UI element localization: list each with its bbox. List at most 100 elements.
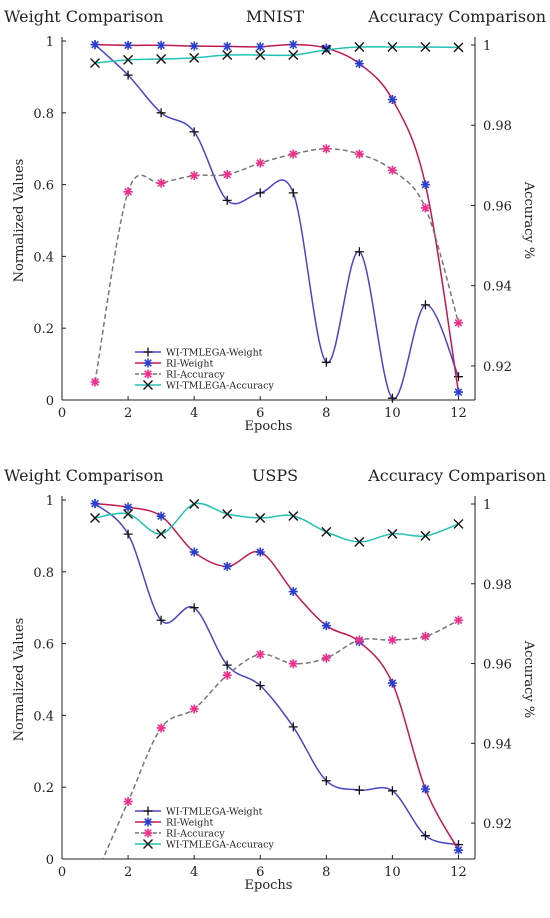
- data-point: [387, 786, 397, 796]
- data-point: [321, 526, 332, 537]
- data-point: [420, 631, 430, 641]
- data-point: [354, 42, 365, 53]
- data-point: [255, 512, 266, 523]
- data-point: [354, 536, 365, 547]
- data-point: [123, 187, 133, 197]
- data-point: [222, 561, 232, 571]
- data-point: [123, 797, 133, 807]
- data-point: [156, 108, 166, 118]
- data-point: [453, 615, 463, 625]
- series-line: [102, 619, 459, 859]
- y-tick-label: 0.8: [33, 107, 54, 122]
- data-point: [156, 54, 167, 65]
- chart-title: USPS: [252, 466, 298, 485]
- data-point: [420, 203, 430, 213]
- x-tick-label: 0: [58, 865, 66, 880]
- series-ri-weight: [90, 499, 463, 855]
- y-tick-label: 0.4: [33, 250, 54, 265]
- y2-axis-label: Accuracy %: [521, 181, 536, 259]
- legend-label: WI-TMLEGA-Accuracy: [166, 840, 275, 851]
- data-point: [420, 831, 430, 841]
- data-point: [222, 50, 233, 61]
- data-point: [453, 518, 464, 529]
- y-tick-label: 0: [46, 853, 54, 868]
- legend-label: RI-Weight: [166, 818, 213, 829]
- y-axis-label: Normalized Values: [12, 618, 27, 742]
- y-tick-label: 0: [46, 394, 54, 409]
- data-point: [420, 42, 431, 53]
- data-point: [123, 70, 133, 80]
- data-point: [90, 512, 101, 523]
- x-tick-label: 8: [322, 406, 330, 421]
- y-tick-label: 1: [46, 494, 54, 509]
- legend-label: RI-Weight: [166, 359, 213, 370]
- data-point: [255, 681, 265, 691]
- legend-item: RI-Weight: [135, 817, 213, 829]
- data-point: [189, 52, 200, 63]
- x-tick-label: 2: [124, 406, 132, 421]
- legend-item: RI-Accuracy: [135, 369, 225, 381]
- data-point: [90, 499, 100, 509]
- data-point: [288, 587, 298, 597]
- series-line: [94, 503, 459, 846]
- data-point: [321, 776, 331, 786]
- series-wi-tmlega-weight: [90, 499, 463, 850]
- data-point: [255, 188, 265, 198]
- data-point: [189, 171, 199, 181]
- legend-item: WI-TMLEGA-Weight: [135, 806, 263, 818]
- x-tick-label: 4: [190, 865, 198, 880]
- legend-item: RI-Accuracy: [135, 828, 225, 840]
- data-point: [420, 530, 431, 541]
- legend-label: RI-Accuracy: [166, 829, 225, 840]
- data-point: [288, 722, 298, 732]
- data-point: [189, 127, 199, 137]
- data-point: [288, 40, 298, 50]
- data-point: [354, 785, 364, 795]
- data-point: [255, 50, 266, 61]
- data-point: [420, 300, 430, 310]
- data-point: [123, 508, 134, 519]
- data-point: [453, 318, 463, 328]
- x-tick-label: 8: [322, 865, 330, 880]
- data-point: [354, 59, 364, 69]
- y2-tick-label: 0.94: [483, 737, 512, 752]
- data-point: [321, 653, 331, 663]
- y-tick-label: 0.6: [33, 179, 54, 194]
- x-axis-label: Epochs: [245, 419, 293, 434]
- data-point: [255, 158, 265, 168]
- series-ri-weight: [90, 40, 463, 397]
- series-wi-tmlega-accuracy: [90, 498, 464, 547]
- data-point: [90, 377, 100, 387]
- series-line: [94, 502, 460, 851]
- legend-item: WI-TMLEGA-Accuracy: [135, 839, 275, 851]
- data-point: [189, 498, 200, 509]
- x-tick-label: 6: [256, 865, 264, 880]
- y-tick-label: 0.2: [33, 322, 54, 337]
- series-wi-tmlega-weight: [90, 40, 463, 403]
- data-point: [387, 95, 397, 105]
- data-point: [354, 247, 364, 257]
- legend-item: WI-TMLEGA-Weight: [135, 347, 263, 359]
- data-point: [288, 149, 298, 159]
- data-point: [321, 621, 331, 631]
- left-title: Weight Comparison: [4, 7, 164, 26]
- y2-tick-label: 0.98: [483, 578, 512, 593]
- x-tick-label: 12: [450, 865, 467, 880]
- data-point: [222, 41, 232, 51]
- y2-tick-label: 0.96: [483, 199, 512, 214]
- series-line: [95, 43, 460, 393]
- data-point: [156, 528, 167, 539]
- data-point: [222, 660, 232, 670]
- chart-title: MNIST: [246, 7, 305, 26]
- data-point: [189, 603, 199, 613]
- x-tick-label: 10: [384, 406, 401, 421]
- y-tick-label: 0.8: [33, 566, 54, 581]
- data-point: [453, 845, 463, 855]
- data-point: [354, 635, 364, 645]
- data-point: [255, 547, 265, 557]
- series-ri-accuracy: [102, 615, 463, 859]
- y2-tick-label: 0.92: [483, 817, 512, 832]
- data-point: [387, 678, 397, 688]
- y2-tick-label: 1: [483, 498, 491, 513]
- data-point: [354, 149, 364, 159]
